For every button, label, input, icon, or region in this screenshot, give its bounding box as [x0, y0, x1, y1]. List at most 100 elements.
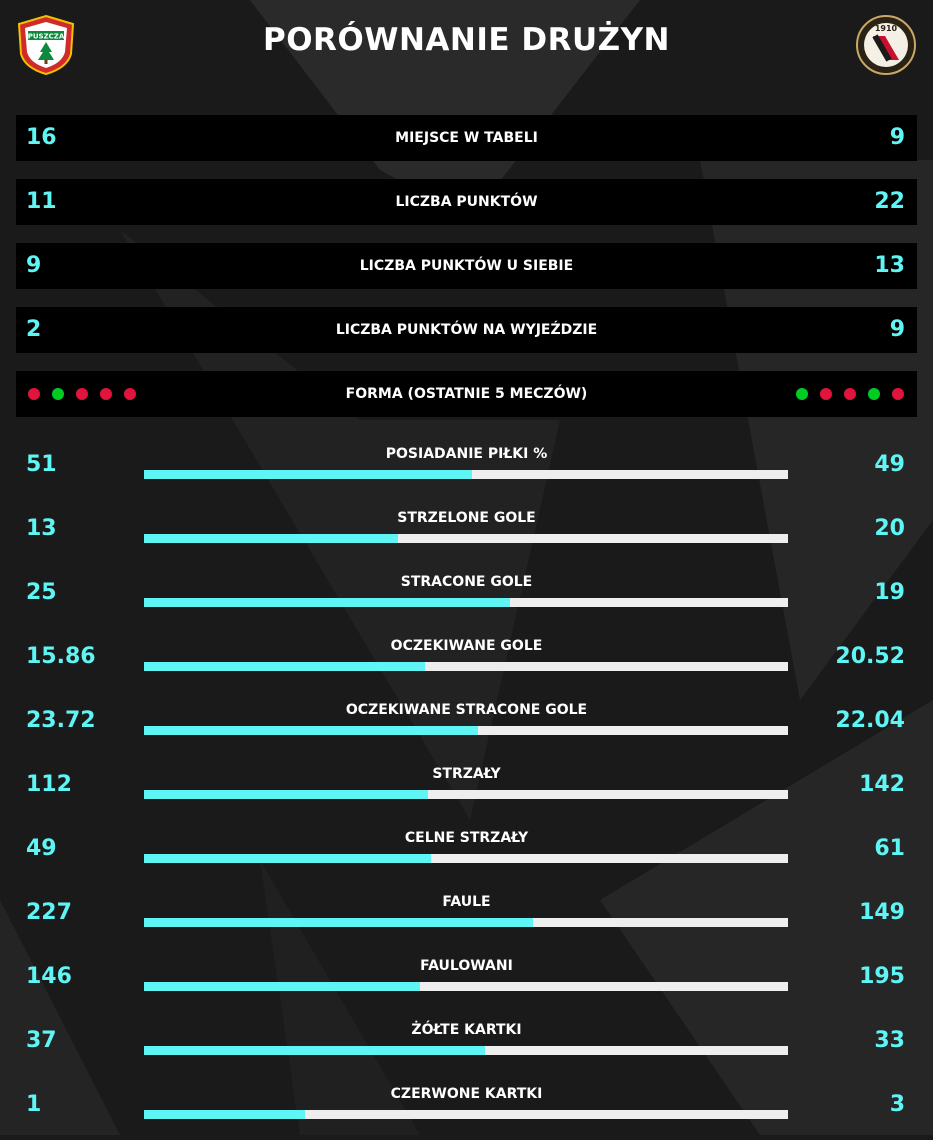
away-value: 149 [859, 900, 905, 925]
away-value: 33 [874, 1028, 905, 1053]
stat-row: STRZAŁY 112 142 [16, 756, 917, 820]
stat-label: POSIADANIE PIŁKI % [385, 446, 548, 462]
comparison-bar [144, 918, 788, 927]
away-team-logo: 1910 [856, 15, 916, 75]
comparison-bar [144, 598, 788, 607]
home-value: 227 [26, 900, 72, 925]
comparison-bar [144, 982, 788, 991]
stat-label: CELNE STRZAŁY [404, 830, 529, 846]
form-loss-dot [100, 388, 112, 400]
away-logo-text: 1910 [875, 24, 898, 33]
away-value: 9 [889, 317, 905, 342]
home-value: 1 [26, 1092, 42, 1117]
home-share-fill [144, 982, 420, 991]
form-loss-dot [124, 388, 136, 400]
form-row: FORMA (OSTATNIE 5 MECZÓW) [16, 371, 917, 417]
away-value: 13 [874, 253, 905, 278]
away-value: 22 [874, 189, 905, 214]
form-win-dot [52, 388, 64, 400]
stat-row: STRACONE GOLE 25 19 [16, 564, 917, 628]
home-share-fill [144, 918, 533, 927]
home-share-fill [144, 470, 473, 479]
stat-label: LICZBA PUNKTÓW [395, 194, 538, 210]
away-value: 20.52 [835, 644, 905, 669]
home-value: 112 [26, 772, 72, 797]
comparison-bar [144, 726, 788, 735]
header: PUSZCZA PORÓWNANIE DRUŻYN 1910 [0, 0, 933, 90]
stat-label: LICZBA PUNKTÓW NA WYJEŹDZIE [335, 322, 598, 338]
away-value: 9 [889, 125, 905, 150]
home-share-fill [144, 598, 510, 607]
stat-label: STRACONE GOLE [400, 574, 533, 590]
away-value: 22.04 [835, 708, 905, 733]
comparison-row: LICZBA PUNKTÓW 11 22 [16, 179, 917, 225]
form-label: FORMA (OSTATNIE 5 MECZÓW) [345, 386, 588, 402]
comparison-row: LICZBA PUNKTÓW NA WYJEŹDZIE 2 9 [16, 307, 917, 353]
home-value: 25 [26, 580, 57, 605]
comparison-bar [144, 534, 788, 543]
home-share-fill [144, 534, 398, 543]
form-loss-dot [844, 388, 856, 400]
stat-label: MIEJSCE W TABELI [395, 130, 538, 146]
away-value: 142 [859, 772, 905, 797]
home-share-fill [144, 726, 478, 735]
stat-row: FAULOWANI 146 195 [16, 948, 917, 1012]
page-title: PORÓWNANIE DRUŻYN [262, 22, 671, 58]
home-share-fill [144, 1110, 305, 1119]
comparison-row: MIEJSCE W TABELI 16 9 [16, 115, 917, 161]
comparison-bar [144, 662, 788, 671]
stat-row: POSIADANIE PIŁKI % 51 49 [16, 436, 917, 500]
form-win-dot [796, 388, 808, 400]
away-value: 20 [874, 516, 905, 541]
stat-label: CZERWONE KARTKI [390, 1086, 543, 1102]
stat-label: OCZEKIWANE GOLE [390, 638, 543, 654]
stat-label: STRZAŁY [432, 766, 501, 782]
comparison-bar [144, 854, 788, 863]
stat-row: CELNE STRZAŁY 49 61 [16, 820, 917, 884]
stat-row: OCZEKIWANE STRACONE GOLE 23.72 22.04 [16, 692, 917, 756]
comparison-bar [144, 470, 788, 479]
home-value: 2 [26, 317, 42, 342]
home-value: 23.72 [26, 708, 96, 733]
home-value: 13 [26, 516, 57, 541]
home-value: 11 [26, 189, 57, 214]
home-share-fill [144, 1046, 485, 1055]
stat-row: STRZELONE GOLE 13 20 [16, 500, 917, 564]
stat-row: FAULE 227 149 [16, 884, 917, 948]
comparison-bar [144, 1046, 788, 1055]
away-value: 49 [874, 452, 905, 477]
stat-row: ŻÓŁTE KARTKI 37 33 [16, 1012, 917, 1076]
form-loss-dot [820, 388, 832, 400]
home-logo-text: PUSZCZA [28, 33, 65, 41]
comparison-bar [144, 1110, 788, 1119]
stat-label: OCZEKIWANE STRACONE GOLE [345, 702, 588, 718]
form-loss-dot [28, 388, 40, 400]
home-value: 51 [26, 452, 57, 477]
away-value: 195 [859, 964, 905, 989]
home-value: 49 [26, 836, 57, 861]
away-form-dots [796, 388, 904, 400]
form-win-dot [868, 388, 880, 400]
home-value: 15.86 [26, 644, 96, 669]
comparison-row: LICZBA PUNKTÓW U SIEBIE 9 13 [16, 243, 917, 289]
home-form-dots [28, 388, 136, 400]
stat-row: CZERWONE KARTKI 1 3 [16, 1076, 917, 1140]
stat-label: ŻÓŁTE KARTKI [411, 1022, 522, 1038]
home-value: 9 [26, 253, 42, 278]
comparison-bar [144, 790, 788, 799]
home-team-logo: PUSZCZA [17, 14, 75, 76]
stat-label: FAULOWANI [420, 958, 513, 974]
home-value: 37 [26, 1028, 57, 1053]
stat-label: LICZBA PUNKTÓW U SIEBIE [359, 258, 574, 274]
stat-label: FAULE [442, 894, 491, 910]
home-value: 16 [26, 125, 57, 150]
home-share-fill [144, 662, 425, 671]
away-value: 19 [874, 580, 905, 605]
home-share-fill [144, 854, 431, 863]
home-value: 146 [26, 964, 72, 989]
away-value: 3 [889, 1092, 905, 1117]
stat-row: OCZEKIWANE GOLE 15.86 20.52 [16, 628, 917, 692]
stat-label: STRZELONE GOLE [397, 510, 536, 526]
away-value: 61 [874, 836, 905, 861]
form-loss-dot [892, 388, 904, 400]
